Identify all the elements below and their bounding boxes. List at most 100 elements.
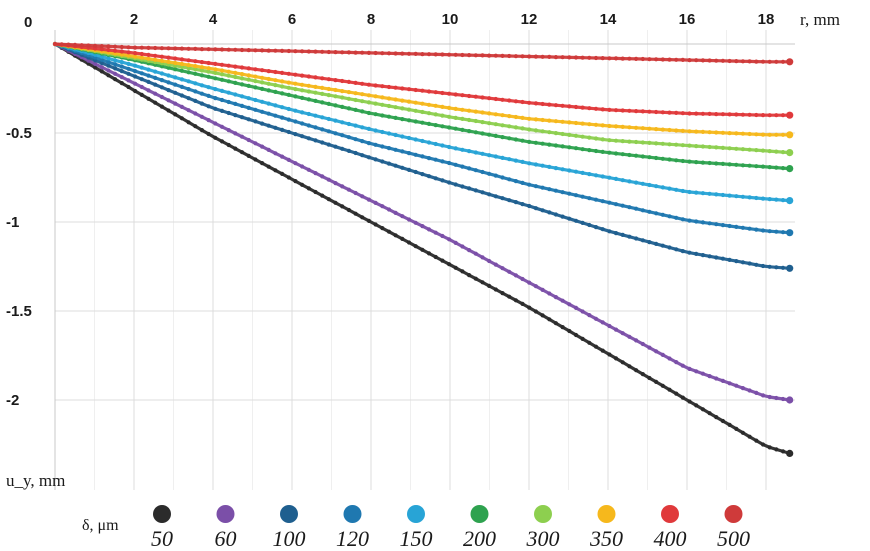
- data-point: [613, 56, 619, 61]
- data-point: [640, 109, 645, 114]
- data-point: [380, 113, 385, 118]
- data-point: [667, 157, 672, 162]
- data-point: [714, 130, 719, 135]
- data-point: [660, 57, 665, 62]
- data-point: [353, 50, 358, 55]
- data-point: [106, 44, 111, 49]
- data-point: [754, 438, 759, 443]
- data-point: [400, 149, 405, 154]
- data-point: [306, 136, 311, 141]
- data-point: [126, 45, 131, 50]
- data-point: [386, 103, 392, 109]
- data-point: [139, 71, 144, 76]
- data-point: [360, 139, 365, 144]
- data-point: [353, 97, 358, 103]
- data-point: [707, 191, 712, 196]
- data-point: [493, 53, 498, 58]
- data-point: [700, 111, 706, 116]
- data-point: [493, 194, 498, 199]
- data-point: [346, 207, 351, 213]
- data-point: [667, 142, 672, 147]
- data-point: [654, 141, 659, 146]
- data-point: [587, 55, 592, 60]
- data-point: [447, 125, 452, 130]
- data-point: [119, 60, 124, 65]
- data-point: [253, 107, 258, 112]
- data-point: [233, 64, 238, 69]
- series-end-point: [786, 197, 794, 205]
- data-point: [173, 82, 178, 87]
- data-point: [420, 101, 425, 106]
- data-point: [400, 51, 405, 56]
- data-point: [199, 101, 204, 106]
- data-point: [280, 70, 285, 75]
- data-point: [540, 117, 545, 123]
- data-point: [300, 110, 305, 115]
- data-point: [567, 145, 572, 150]
- data-point: [440, 113, 445, 118]
- data-point: [573, 218, 579, 223]
- data-point: [620, 124, 625, 129]
- data-point: [106, 63, 111, 68]
- data-point: [467, 129, 472, 134]
- data-point: [193, 59, 198, 64]
- data-point: [426, 140, 432, 145]
- data-point: [400, 236, 405, 241]
- data-point: [493, 173, 498, 178]
- data-point: [493, 112, 498, 117]
- data-point: [159, 58, 164, 64]
- data-point: [447, 91, 452, 96]
- data-point: [700, 191, 706, 196]
- data-point: [286, 117, 291, 122]
- data-point: [513, 137, 519, 142]
- data-point: [553, 321, 559, 326]
- data-point: [487, 258, 492, 264]
- data-point: [380, 129, 385, 135]
- data-point: [647, 109, 652, 114]
- data-point: [166, 46, 171, 51]
- data-point: [333, 78, 338, 83]
- data-point: [707, 221, 712, 226]
- data-point: [226, 99, 231, 105]
- data-point: [146, 88, 151, 93]
- data-point: [453, 240, 458, 245]
- data-point: [306, 89, 311, 94]
- data-point: [293, 72, 298, 77]
- data-point: [473, 53, 478, 58]
- data-point: [306, 97, 311, 102]
- data-point: [420, 88, 425, 93]
- data-point: [239, 150, 245, 155]
- data-point: [186, 120, 191, 125]
- data-point: [393, 147, 398, 152]
- data-point: [453, 126, 458, 131]
- data-point: [654, 155, 659, 161]
- data-point: [366, 110, 371, 116]
- data-point: [707, 111, 712, 116]
- data-point: [747, 59, 752, 64]
- data-point: [747, 131, 752, 137]
- data-point: [527, 139, 532, 144]
- data-point: [206, 104, 211, 109]
- data-point: [413, 137, 418, 142]
- data-point: [139, 45, 144, 50]
- data-point: [674, 215, 679, 220]
- data-point: [233, 92, 238, 97]
- data-point: [754, 390, 759, 395]
- data-point: [420, 247, 425, 252]
- data-point: [607, 175, 612, 180]
- data-point: [293, 119, 298, 124]
- data-point: [767, 165, 772, 170]
- data-point: [193, 81, 198, 86]
- data-point: [600, 320, 605, 325]
- data-point: [373, 83, 378, 88]
- data-point: [780, 132, 786, 137]
- data-point: [460, 127, 465, 132]
- data-point: [353, 190, 358, 196]
- data-point: [527, 116, 532, 121]
- data-point: [159, 94, 164, 100]
- data-point: [159, 71, 164, 76]
- data-point: [119, 44, 124, 50]
- data-point: [700, 220, 706, 225]
- data-point: [260, 144, 265, 149]
- data-point: [667, 186, 672, 191]
